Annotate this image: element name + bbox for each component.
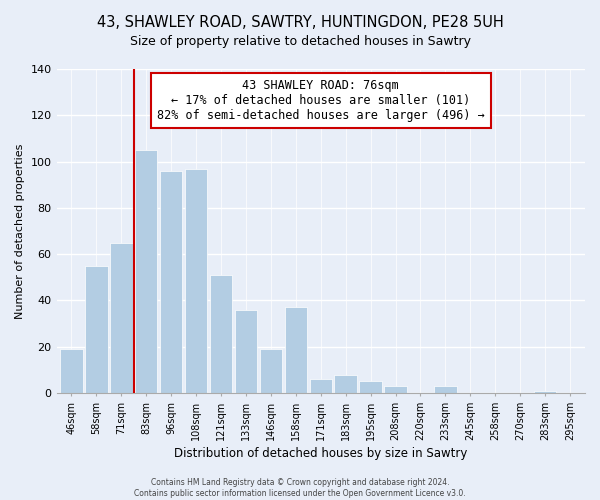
- Bar: [60, 349, 83, 393]
- Bar: [310, 379, 332, 393]
- Bar: [135, 150, 157, 393]
- Text: Size of property relative to detached houses in Sawtry: Size of property relative to detached ho…: [130, 35, 470, 48]
- Bar: [85, 266, 107, 393]
- Bar: [385, 386, 407, 393]
- X-axis label: Distribution of detached houses by size in Sawtry: Distribution of detached houses by size …: [174, 447, 467, 460]
- Bar: [235, 310, 257, 393]
- Bar: [110, 242, 133, 393]
- Bar: [160, 171, 182, 393]
- Text: 43, SHAWLEY ROAD, SAWTRY, HUNTINGDON, PE28 5UH: 43, SHAWLEY ROAD, SAWTRY, HUNTINGDON, PE…: [97, 15, 503, 30]
- Bar: [534, 390, 556, 393]
- Bar: [434, 386, 457, 393]
- Bar: [260, 349, 282, 393]
- Bar: [359, 382, 382, 393]
- Bar: [284, 308, 307, 393]
- Bar: [334, 374, 357, 393]
- Bar: [185, 168, 208, 393]
- Bar: [210, 275, 232, 393]
- Text: Contains HM Land Registry data © Crown copyright and database right 2024.
Contai: Contains HM Land Registry data © Crown c…: [134, 478, 466, 498]
- Y-axis label: Number of detached properties: Number of detached properties: [15, 144, 25, 318]
- Text: 43 SHAWLEY ROAD: 76sqm
← 17% of detached houses are smaller (101)
82% of semi-de: 43 SHAWLEY ROAD: 76sqm ← 17% of detached…: [157, 78, 485, 122]
